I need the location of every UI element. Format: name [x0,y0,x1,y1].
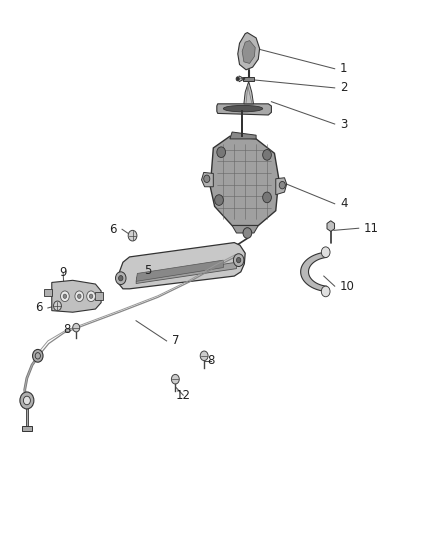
Circle shape [217,147,226,158]
Text: 7: 7 [172,334,179,348]
Circle shape [200,351,208,361]
Polygon shape [242,41,255,63]
Circle shape [53,301,61,311]
Circle shape [321,247,330,257]
Circle shape [128,230,137,241]
Circle shape [279,181,286,189]
Polygon shape [243,77,254,82]
Text: 3: 3 [340,118,347,131]
Circle shape [75,291,84,302]
Polygon shape [217,104,272,115]
Circle shape [23,396,30,405]
Polygon shape [44,289,52,296]
Polygon shape [95,292,103,300]
Circle shape [116,272,126,285]
Polygon shape [244,82,254,104]
Text: 10: 10 [340,280,355,293]
Circle shape [89,294,93,298]
Polygon shape [230,132,256,139]
Text: 11: 11 [364,222,379,235]
Circle shape [87,291,95,302]
Text: 6: 6 [35,302,42,314]
Polygon shape [136,260,223,281]
Circle shape [73,324,80,332]
Circle shape [215,195,223,205]
Circle shape [321,286,330,297]
Circle shape [237,257,241,263]
Polygon shape [327,221,335,231]
Text: 12: 12 [176,389,191,402]
Text: 5: 5 [145,264,152,277]
Circle shape [236,77,240,81]
Circle shape [171,374,179,384]
Circle shape [63,294,67,298]
Circle shape [20,392,34,409]
Polygon shape [300,252,327,292]
Circle shape [60,291,69,302]
Text: 8: 8 [208,354,215,367]
Polygon shape [276,177,287,195]
Circle shape [263,150,272,160]
Text: 1: 1 [340,62,347,75]
Polygon shape [21,426,32,431]
Text: 6: 6 [110,223,117,236]
Polygon shape [52,280,101,312]
Circle shape [204,175,210,182]
Circle shape [263,192,272,203]
Polygon shape [238,33,260,70]
Polygon shape [232,225,258,233]
Text: 9: 9 [60,266,67,279]
Polygon shape [119,243,245,289]
Polygon shape [210,136,279,225]
Circle shape [233,254,244,266]
Circle shape [119,276,123,281]
Text: 4: 4 [340,197,347,211]
Text: 8: 8 [64,322,71,336]
Text: 2: 2 [340,82,347,94]
Polygon shape [136,262,237,284]
Circle shape [32,350,43,362]
Circle shape [243,228,252,238]
Polygon shape [201,172,213,187]
Circle shape [78,294,81,298]
Ellipse shape [223,106,263,112]
